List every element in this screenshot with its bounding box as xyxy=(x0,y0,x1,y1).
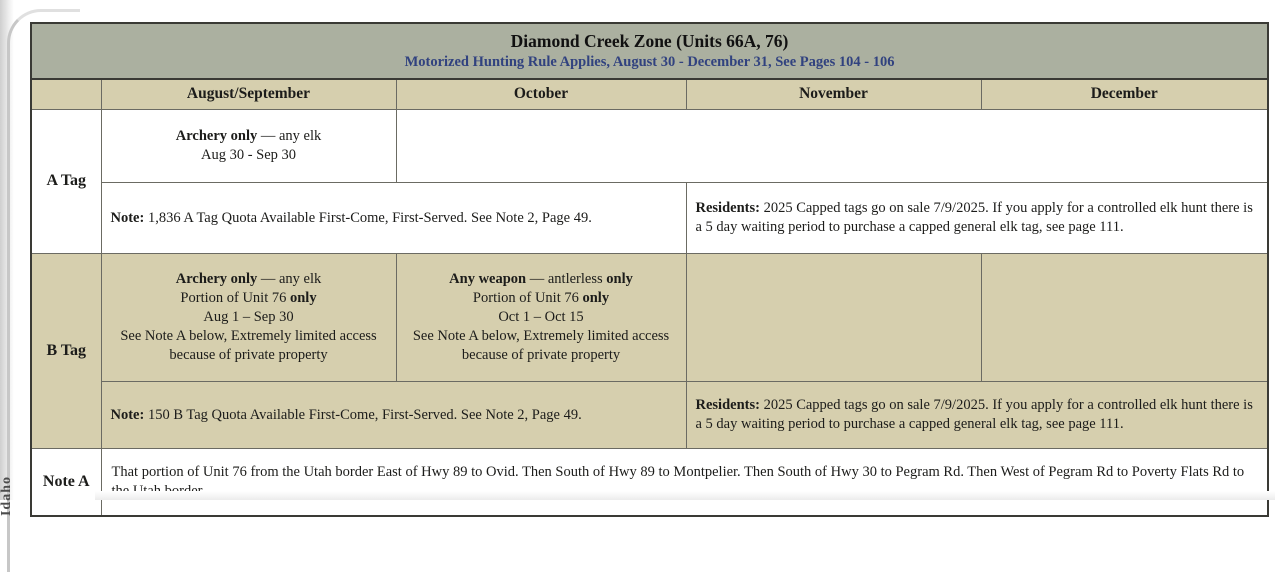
note-a-row-label: Note A xyxy=(30,448,102,517)
column-header-row: August/September October November Decemb… xyxy=(30,78,1269,110)
column-header-aug-sep: August/September xyxy=(100,78,397,110)
a-tag-season-dates: Aug 30 - Sep 30 xyxy=(200,147,297,163)
a-tag-note-row: Note: 1,836 A Tag Quota Available First-… xyxy=(31,182,1269,254)
a-tag-residents-text: 2025 Capped tags go on sale 7/9/2025. If… xyxy=(695,200,1253,235)
b-tag-note-row: Note: 150 B Tag Quota Available First-Co… xyxy=(31,381,1269,449)
b-tag-augsep-animal: — any elk xyxy=(257,271,322,288)
a-tag-weapon: Archery only xyxy=(175,128,258,145)
b-tag-oct-access-note: See Note A below, Extremely limited acce… xyxy=(412,327,670,363)
b-tag-augsep-dates: Aug 1 – Sep 30 xyxy=(203,309,294,326)
a-tag-row-label: A Tag xyxy=(30,109,102,254)
zone-title-cell: Diamond Creek Zone (Units 66A, 76) Motor… xyxy=(30,22,1269,80)
b-tag-note-label: Note: xyxy=(110,406,145,423)
b-tag-oct-line1: Any weapon — antlerless only xyxy=(409,270,674,289)
b-tag-augsep-access-note: See Note A below, Extremely limited acce… xyxy=(120,327,377,363)
b-tag-oct-portion: Portion of Unit 76 xyxy=(472,290,583,307)
b-tag-residents-cell: Residents: 2025 Capped tags go on sale 7… xyxy=(685,381,1269,449)
a-tag-season-line1: Archery only — any elk xyxy=(114,127,384,146)
b-tag-oct-only1: only xyxy=(606,271,633,288)
a-tag-note-cell: Note: 1,836 A Tag Quota Available First-… xyxy=(100,182,687,254)
b-tag-oct-only2: only xyxy=(582,290,610,307)
zone-title: Diamond Creek Zone (Units 66A, 76) xyxy=(510,31,789,52)
b-tag-aug-sep-cell: Archery only — any elk Portion of Unit 7… xyxy=(100,253,397,382)
page-curl-line xyxy=(7,9,80,572)
a-tag-note-text: 1,836 A Tag Quota Available First-Come, … xyxy=(144,209,592,226)
b-tag-november-empty-cell xyxy=(685,253,982,382)
a-tag-aug-sep-cell: Archery only — any elk Aug 30 - Sep 30 xyxy=(100,109,397,183)
a-tag-animal: — any elk xyxy=(257,128,322,145)
a-tag-season-row: A Tag Archery only — any elk Aug 30 - Se… xyxy=(30,109,1269,254)
b-tag-oct-line2: Portion of Unit 76 only xyxy=(409,289,674,308)
a-tag-note-label: Note: xyxy=(110,209,145,226)
b-tag-augsep-weapon: Archery only xyxy=(175,271,258,288)
b-tag-row-label: B Tag xyxy=(30,253,102,449)
column-header-october: October xyxy=(395,78,687,110)
column-header-blank xyxy=(30,78,102,110)
b-tag-season-row: B Tag Archery only — any elk Portion of … xyxy=(30,253,1269,449)
b-tag-augsep-line1: Archery only — any elk xyxy=(114,270,384,289)
b-tag-residents-label: Residents: xyxy=(695,397,760,414)
b-tag-augsep-only: only xyxy=(289,290,317,307)
page-margin-vertical-text: Idaho xyxy=(0,475,14,516)
b-tag-note-text: 150 B Tag Quota Available First-Come, Fi… xyxy=(144,406,582,423)
b-tag-october-cell: Any weapon — antlerless only Portion of … xyxy=(395,253,687,382)
b-tag-oct-weapon: Any weapon xyxy=(449,271,527,288)
b-tag-december-empty-cell xyxy=(980,253,1269,382)
b-tag-note-cell: Note: 150 B Tag Quota Available First-Co… xyxy=(100,381,687,449)
b-tag-oct-dates: Oct 1 – Oct 15 xyxy=(498,309,584,326)
b-tag-oct-animal: — antlerless xyxy=(526,271,607,288)
a-tag-residents-label: Residents: xyxy=(695,200,760,217)
column-header-november: November xyxy=(685,78,982,110)
b-tag-augsep-portion: Portion of Unit 76 xyxy=(180,290,290,307)
a-tag-oct-dec-empty-cell xyxy=(395,109,1269,183)
note-a-text-cell: That portion of Unit 76 from the Utah bo… xyxy=(100,448,1269,517)
zone-title-row: Diamond Creek Zone (Units 66A, 76) Motor… xyxy=(30,22,1269,80)
diamond-creek-zone-table: Diamond Creek Zone (Units 66A, 76) Motor… xyxy=(30,22,1270,517)
zone-subtitle: Motorized Hunting Rule Applies, August 3… xyxy=(404,53,895,70)
next-table-edge xyxy=(95,491,1275,500)
a-tag-residents-cell: Residents: 2025 Capped tags go on sale 7… xyxy=(685,182,1269,254)
note-a-row: Note A That portion of Unit 76 from the … xyxy=(30,448,1269,517)
b-tag-residents-text: 2025 Capped tags go on sale 7/9/2025. If… xyxy=(695,397,1253,432)
column-header-december: December xyxy=(980,78,1269,110)
b-tag-augsep-line2: Portion of Unit 76 only xyxy=(114,289,384,308)
